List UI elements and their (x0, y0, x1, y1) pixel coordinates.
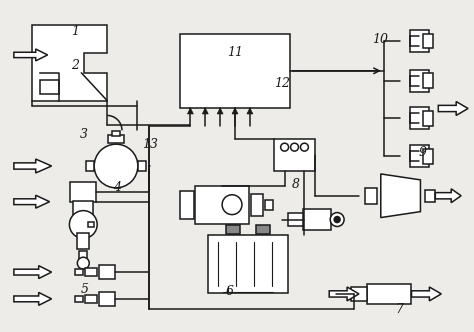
Text: 12: 12 (273, 77, 290, 90)
Bar (73, 201, 93, 214)
Text: 1: 1 (71, 25, 79, 38)
Bar (265, 200, 273, 209)
Bar (40, 80, 60, 94)
Bar (79, 251, 87, 259)
Bar (181, 191, 194, 218)
Bar (77, 233, 89, 249)
Polygon shape (14, 49, 47, 61)
Text: 13: 13 (142, 138, 158, 151)
Polygon shape (202, 108, 208, 114)
Circle shape (69, 210, 97, 238)
Text: 6: 6 (226, 285, 234, 297)
Text: 9: 9 (419, 146, 427, 159)
Bar (365, 188, 377, 204)
Bar (256, 224, 270, 234)
Bar (75, 269, 83, 275)
Polygon shape (411, 287, 441, 301)
Polygon shape (14, 159, 52, 173)
Polygon shape (247, 108, 253, 114)
Bar (108, 135, 124, 143)
Bar (251, 194, 263, 215)
Bar (86, 161, 94, 171)
Bar (88, 221, 94, 227)
Polygon shape (435, 189, 461, 203)
Bar (85, 268, 97, 276)
Polygon shape (381, 174, 420, 217)
Bar (99, 292, 115, 306)
Bar (303, 208, 331, 230)
Bar (226, 224, 240, 234)
Bar (410, 30, 429, 52)
Bar (410, 70, 429, 92)
Text: 3: 3 (80, 128, 88, 141)
Bar (181, 34, 290, 108)
Polygon shape (14, 266, 52, 279)
Text: 5: 5 (80, 283, 88, 296)
Polygon shape (329, 287, 359, 301)
Bar (85, 295, 97, 303)
Polygon shape (217, 108, 223, 114)
Bar (410, 145, 429, 167)
Bar (112, 131, 120, 136)
Bar (195, 186, 249, 223)
Circle shape (291, 143, 299, 151)
Circle shape (94, 144, 138, 188)
Bar (75, 296, 83, 302)
Polygon shape (187, 108, 193, 114)
Bar (99, 265, 115, 279)
Bar (208, 235, 288, 293)
Polygon shape (14, 195, 50, 208)
Bar (410, 108, 429, 129)
Polygon shape (232, 108, 238, 114)
Circle shape (330, 212, 344, 226)
Text: 4: 4 (113, 181, 121, 194)
Circle shape (334, 216, 340, 222)
Bar (138, 161, 146, 171)
Text: 8: 8 (292, 178, 300, 191)
Polygon shape (32, 25, 107, 101)
Text: 2: 2 (71, 59, 79, 72)
Bar (288, 212, 303, 226)
Text: 11: 11 (227, 46, 243, 59)
Bar (367, 284, 410, 304)
Text: 7: 7 (395, 303, 403, 316)
Polygon shape (438, 102, 468, 116)
Circle shape (281, 143, 289, 151)
Bar (423, 73, 433, 88)
Bar (423, 149, 433, 164)
Circle shape (77, 257, 89, 269)
Circle shape (301, 143, 309, 151)
Bar (71, 182, 96, 202)
Text: 10: 10 (373, 33, 388, 46)
Circle shape (222, 195, 242, 214)
Bar (273, 139, 315, 171)
Bar (423, 34, 433, 48)
Bar (351, 287, 367, 301)
Polygon shape (14, 292, 52, 305)
Bar (423, 111, 433, 126)
Bar (425, 190, 435, 202)
